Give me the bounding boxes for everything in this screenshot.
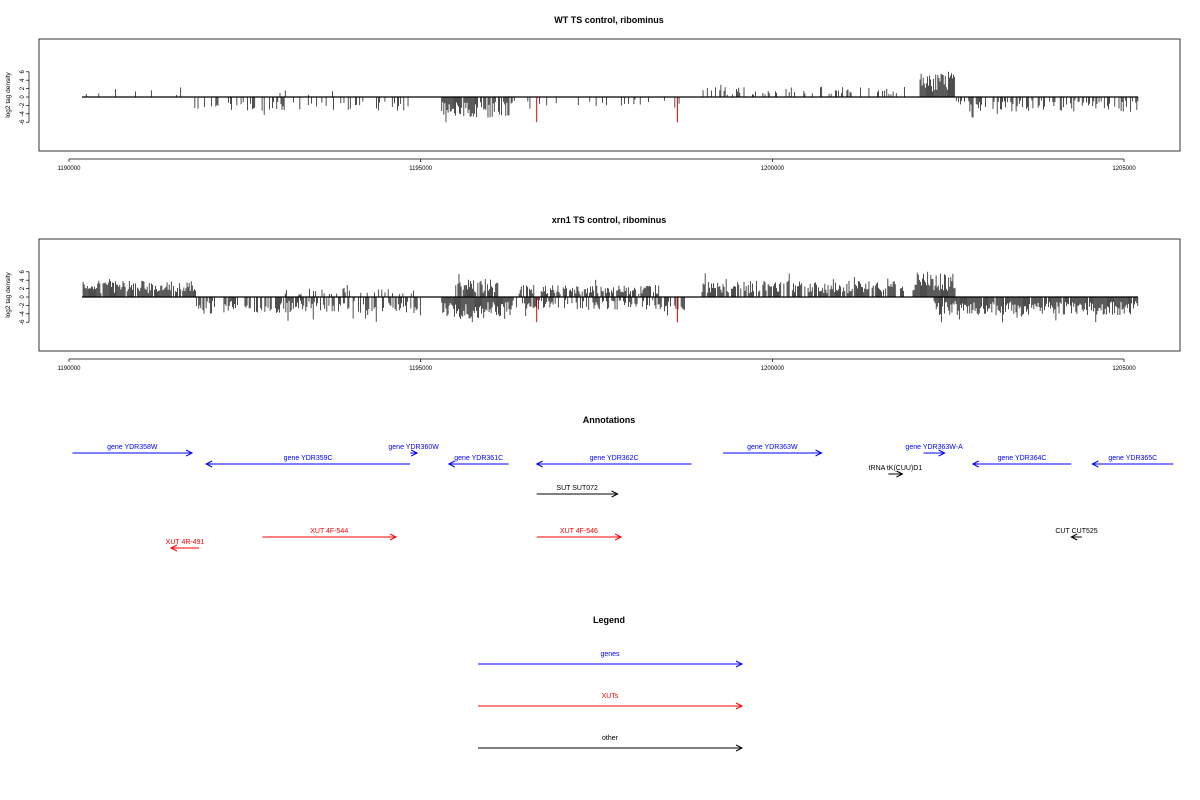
wt-y-tick-label: 4 <box>20 78 26 82</box>
feature-arrows: gene YDR358W gene YDR359C gene YDR360W gene… <box>72 444 1174 552</box>
feature-arrow-head <box>185 449 194 457</box>
xrn1-y-tick-label: 4 <box>20 278 26 282</box>
xrn1-density-panel: xrn1 TS control, ribominus 6 4 2 0 -2 -4 -6 11… <box>5 215 1181 372</box>
legend-item-genes: genes <box>478 651 744 668</box>
feature-gene-ydr360w: gene YDR360W <box>388 444 439 457</box>
wt-y-axis: 6 4 2 0 -2 -4 -6 <box>20 69 30 125</box>
feature-label: gene YDR365C <box>1108 455 1157 462</box>
feature-label: gene YDR363W-A <box>905 444 963 451</box>
legend-item-xuts: XUTs <box>478 693 744 710</box>
xrn1-bars <box>82 271 1139 323</box>
feature-arrow-head <box>535 460 543 468</box>
feature-arrow-head <box>205 460 213 468</box>
feature-arrow-head <box>169 544 178 552</box>
feature-sut-sut072: SUT SUT072 <box>536 485 619 498</box>
wt-plot-frame <box>38 38 1181 152</box>
xrn1-x-axis: 1190000 1195000 1200000 1205000 <box>58 358 1136 372</box>
xrn1-y-axis-label: log2 tag density <box>5 271 12 317</box>
annotations-title: Annotations <box>583 415 636 425</box>
feature-label: gene YDR359C <box>284 455 333 462</box>
feature-label: XUT 4F-544 <box>310 528 348 535</box>
feature-gene-ydr362c: gene YDR362C <box>535 455 692 468</box>
feature-label: XUT 4F-546 <box>560 528 598 535</box>
xrn1-y-tick-label: -4 <box>20 310 26 316</box>
legend-items: genes XUTs other <box>478 651 744 752</box>
legend-arrow-head <box>735 744 744 752</box>
xrn1-x-tick-label: 1200000 <box>761 366 785 372</box>
wt-highlight-bars <box>536 97 678 123</box>
feature-label: XUT 4R-491 <box>166 539 205 546</box>
feature-label: gene YDR361C <box>454 455 503 462</box>
xrn1-y-tick-label: -2 <box>20 302 26 308</box>
xrn1-x-tick-label: 1195000 <box>409 366 433 372</box>
wt-bars <box>85 71 1139 123</box>
wt-x-tick-label: 1205000 <box>1112 166 1136 172</box>
feature-arrow-head <box>938 449 946 457</box>
feature-arrow-head <box>614 533 623 541</box>
legend-arrow-head <box>735 660 744 668</box>
wt-x-axis: 1190000 1195000 1200000 1205000 <box>58 158 1136 172</box>
feature-trna-tk-cuu-d1: tRNA tK(CUU)D1 <box>869 465 923 478</box>
feature-gene-ydr363w-a: gene YDR363W-A <box>905 444 963 457</box>
feature-label: CUT CUT525 <box>1055 528 1097 535</box>
feature-label: tRNA tK(CUU)D1 <box>869 465 923 472</box>
xrn1-x-tick-label: 1190000 <box>58 366 82 372</box>
feature-arrow-head <box>611 490 619 498</box>
xrn1-y-axis: 6 4 2 0 -2 -4 -6 <box>20 269 30 325</box>
wt-y-tick-label: 2 <box>20 86 26 90</box>
feature-gene-ydr364c: gene YDR364C <box>971 455 1072 468</box>
legend-label: other <box>602 735 619 742</box>
feature-label: gene YDR364C <box>998 455 1047 462</box>
xrn1-x-tick-label: 1205000 <box>1112 366 1136 372</box>
feature-label: gene YDR363W <box>747 444 798 451</box>
wt-y-tick-label: 0 <box>20 95 26 99</box>
wt-x-tick-label: 1190000 <box>58 166 82 172</box>
feature-label: gene YDR358W <box>107 444 158 451</box>
legend-arrow-head <box>735 702 744 710</box>
feature-arrow-head <box>815 449 823 457</box>
feature-arrow-head <box>447 460 456 468</box>
xrn1-highlight-bars <box>536 297 678 323</box>
feature-label: SUT SUT072 <box>556 485 598 492</box>
legend-label: XUTs <box>602 693 619 700</box>
legend-label: genes <box>600 651 620 658</box>
xrn1-y-tick-label: 0 <box>20 295 26 299</box>
feature-arrow-head <box>1070 533 1078 541</box>
feature-xut-4r-491: XUT 4R-491 <box>166 539 205 552</box>
xrn1-y-tick-label: 2 <box>20 286 26 290</box>
feature-arrow-head <box>971 460 980 468</box>
xrn1-plot-frame <box>38 238 1181 352</box>
feature-xut-4f-544: XUT 4F-544 <box>262 528 398 541</box>
xrn1-y-tick-label: 6 <box>20 269 26 273</box>
xrn1-y-tick-label: -6 <box>20 319 26 325</box>
wt-x-tick-label: 1200000 <box>761 166 785 172</box>
wt-y-tick-label: -6 <box>20 119 26 125</box>
feature-xut-4f-546: XUT 4F-546 <box>536 528 623 541</box>
wt-density-panel: WT TS control, ribominus 6 4 2 0 -2 -4 -6 1190… <box>5 15 1181 172</box>
wt-y-tick-label: -4 <box>20 110 26 116</box>
wt-y-axis-label: log2 tag density <box>5 71 12 117</box>
feature-gene-ydr358w: gene YDR358W <box>72 444 194 457</box>
feature-arrow-head <box>1091 460 1099 468</box>
feature-gene-ydr361c: gene YDR361C <box>447 455 509 468</box>
wt-panel-title: WT TS control, ribominus <box>554 15 664 25</box>
legend-title: Legend <box>593 615 625 625</box>
wt-y-tick-label: 6 <box>20 69 26 73</box>
feature-gene-ydr359c: gene YDR359C <box>205 455 411 468</box>
feature-arrow-head <box>389 533 398 541</box>
xrn1-panel-title: xrn1 TS control, ribominus <box>552 215 667 225</box>
feature-arrow-head <box>896 470 904 478</box>
feature-gene-ydr365c: gene YDR365C <box>1091 455 1174 468</box>
feature-gene-ydr363w: gene YDR363W <box>723 444 823 457</box>
legend-item-other: other <box>478 735 744 752</box>
wt-y-tick-label: -2 <box>20 102 26 108</box>
feature-cut-cut525: CUT CUT525 <box>1055 528 1098 541</box>
feature-label: gene YDR360W <box>388 444 439 451</box>
legend: Legend genes XUTs other <box>478 615 744 752</box>
feature-label: gene YDR362C <box>590 455 639 462</box>
feature-arrow-head <box>410 449 419 457</box>
wt-x-tick-label: 1195000 <box>409 166 433 172</box>
